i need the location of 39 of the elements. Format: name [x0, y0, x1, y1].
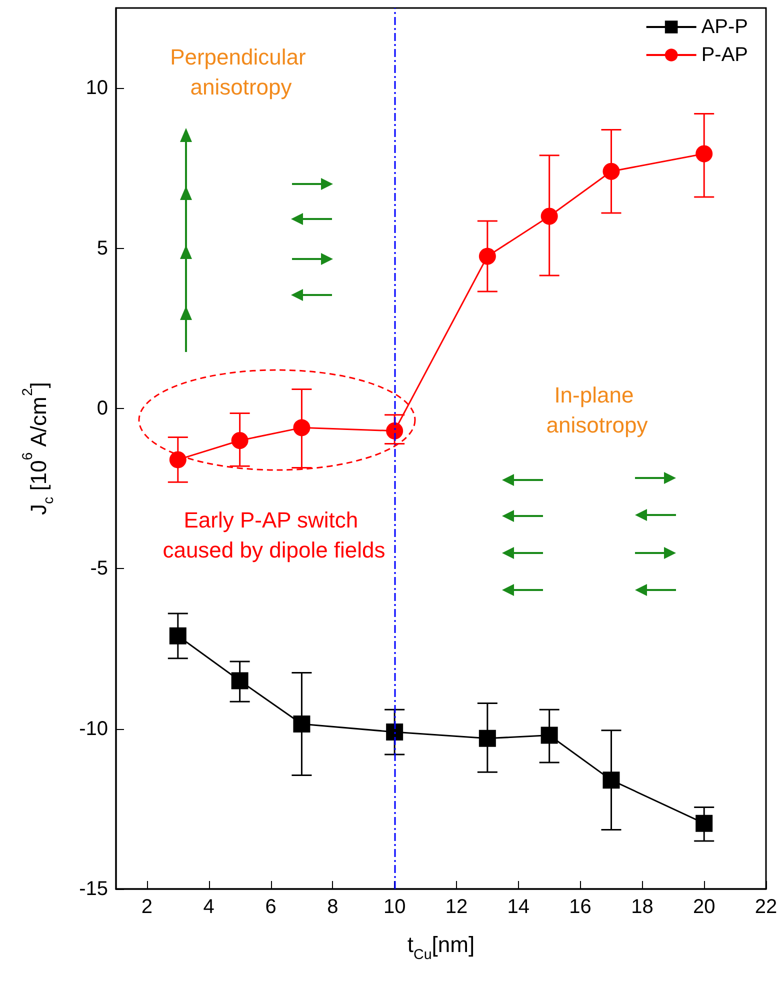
point [169, 451, 186, 468]
annotation: Early P-AP switch caused by dipole fields [162, 508, 386, 562]
x-tick-label: 4 [203, 896, 214, 918]
point [169, 627, 186, 644]
x-tick-label: 6 [265, 896, 276, 918]
x-tick-label: 14 [507, 896, 530, 918]
point [231, 672, 248, 690]
y-axis-title: Jc [106 A/cm2] [20, 382, 57, 516]
x-tick-label: 20 [692, 896, 716, 918]
x-tick-label: 8 [327, 896, 338, 918]
x-tick-label: 18 [631, 896, 654, 918]
point [293, 716, 310, 733]
x-tick-label: 16 [569, 896, 592, 918]
x-tick-label: 22 [754, 896, 778, 918]
point [696, 145, 713, 162]
y-tick-label: -15 [79, 878, 108, 900]
point [602, 772, 620, 789]
x-tick-label: 2 [141, 896, 153, 918]
point [293, 419, 310, 436]
x-tick-label: 12 [445, 896, 468, 918]
point [386, 422, 404, 440]
annotation: Perpendicular anisotropy [170, 44, 312, 100]
y-tick-label: -10 [79, 718, 108, 740]
point [540, 726, 558, 744]
legend-label: P-AP [701, 44, 748, 66]
y-tick-label: 5 [96, 237, 108, 260]
point [478, 248, 496, 265]
x-tick-label: 10 [383, 896, 406, 918]
point [478, 730, 496, 747]
y-tick-label: 10 [86, 77, 108, 100]
legend-label: AP-P [701, 16, 748, 38]
point [696, 814, 713, 832]
y-tick-label: -5 [90, 558, 108, 580]
point [540, 208, 558, 225]
point [386, 724, 404, 741]
point [602, 162, 620, 180]
annotation: In-plane anisotropy [546, 382, 648, 438]
point [231, 432, 248, 449]
y-tick-label: 0 [96, 397, 108, 420]
